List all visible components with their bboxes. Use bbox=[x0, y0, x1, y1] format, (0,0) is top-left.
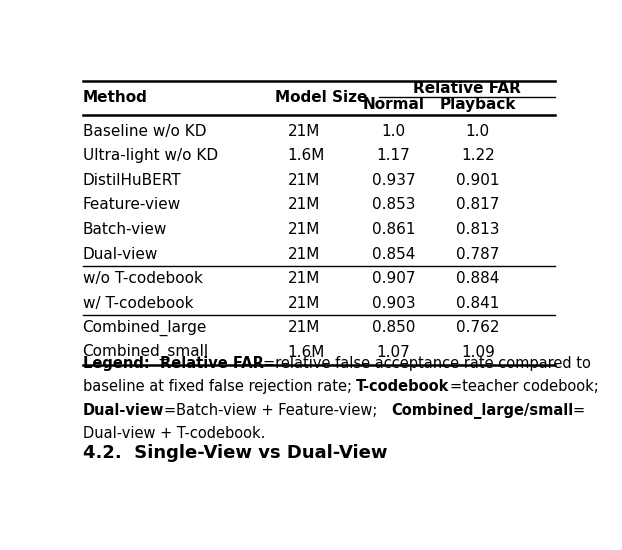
Text: Method: Method bbox=[83, 90, 147, 105]
Text: 1.22: 1.22 bbox=[461, 148, 494, 163]
Text: Combined_large: Combined_large bbox=[83, 320, 207, 336]
Text: Dual-view: Dual-view bbox=[83, 246, 158, 262]
Text: Combined_small: Combined_small bbox=[83, 344, 209, 360]
Text: Relative FAR: Relative FAR bbox=[160, 356, 264, 371]
Text: 21M: 21M bbox=[287, 320, 320, 335]
Text: Relative FAR: Relative FAR bbox=[413, 81, 521, 96]
Text: =relative false acceptance rate compared to: =relative false acceptance rate compared… bbox=[264, 356, 592, 371]
Text: Playback: Playback bbox=[440, 97, 516, 112]
Text: =Batch-view + Feature-view;: =Batch-view + Feature-view; bbox=[164, 403, 391, 417]
Text: 21M: 21M bbox=[287, 246, 320, 262]
Text: 0.861: 0.861 bbox=[372, 222, 415, 237]
Text: w/o T-codebook: w/o T-codebook bbox=[83, 271, 202, 286]
Text: 21M: 21M bbox=[287, 124, 320, 139]
Text: Dual-view + T-codebook.: Dual-view + T-codebook. bbox=[83, 426, 265, 441]
Text: =: = bbox=[573, 403, 585, 417]
Text: 1.0: 1.0 bbox=[381, 124, 406, 139]
Text: 1.07: 1.07 bbox=[376, 345, 411, 360]
Text: 0.937: 0.937 bbox=[372, 173, 415, 188]
Text: Dual-view: Dual-view bbox=[83, 403, 164, 417]
Text: Combined: Combined bbox=[391, 403, 474, 417]
Text: 0.903: 0.903 bbox=[372, 296, 415, 311]
Text: =teacher codebook;: =teacher codebook; bbox=[450, 379, 598, 394]
Text: 0.787: 0.787 bbox=[456, 246, 499, 262]
Text: Normal: Normal bbox=[363, 97, 424, 112]
Text: 0.853: 0.853 bbox=[372, 197, 415, 212]
Text: 0.907: 0.907 bbox=[372, 271, 415, 286]
Text: 0.901: 0.901 bbox=[456, 173, 499, 188]
Text: 1.6M: 1.6M bbox=[287, 148, 325, 163]
Text: 1.09: 1.09 bbox=[461, 345, 494, 360]
Text: baseline at fixed false rejection rate;: baseline at fixed false rejection rate; bbox=[83, 379, 356, 394]
Text: _large/small: _large/small bbox=[474, 403, 573, 419]
Text: Ultra-light w/o KD: Ultra-light w/o KD bbox=[83, 148, 218, 163]
Text: Model Size: Model Size bbox=[276, 90, 368, 105]
Text: w/ T-codebook: w/ T-codebook bbox=[83, 296, 193, 311]
Text: 1.6M: 1.6M bbox=[287, 345, 325, 360]
Text: DistilHuBERT: DistilHuBERT bbox=[83, 173, 181, 188]
Text: 0.813: 0.813 bbox=[456, 222, 499, 237]
Text: 21M: 21M bbox=[287, 296, 320, 311]
Text: Legend:: Legend: bbox=[83, 356, 160, 371]
Text: 1.17: 1.17 bbox=[376, 148, 411, 163]
Text: 0.762: 0.762 bbox=[456, 320, 499, 335]
Text: Batch-view: Batch-view bbox=[83, 222, 167, 237]
Text: Feature-view: Feature-view bbox=[83, 197, 181, 212]
Text: 0.854: 0.854 bbox=[372, 246, 415, 262]
Text: 0.841: 0.841 bbox=[456, 296, 499, 311]
Text: 0.850: 0.850 bbox=[372, 320, 415, 335]
Text: 1.0: 1.0 bbox=[466, 124, 490, 139]
Text: 21M: 21M bbox=[287, 271, 320, 286]
Text: 4.2.  Single-View vs Dual-View: 4.2. Single-View vs Dual-View bbox=[83, 444, 387, 462]
Text: T-codebook: T-codebook bbox=[356, 379, 450, 394]
Text: 21M: 21M bbox=[287, 197, 320, 212]
Text: 0.817: 0.817 bbox=[456, 197, 499, 212]
Text: 0.884: 0.884 bbox=[456, 271, 499, 286]
Text: 21M: 21M bbox=[287, 222, 320, 237]
Text: Baseline w/o KD: Baseline w/o KD bbox=[83, 124, 206, 139]
Text: 21M: 21M bbox=[287, 173, 320, 188]
